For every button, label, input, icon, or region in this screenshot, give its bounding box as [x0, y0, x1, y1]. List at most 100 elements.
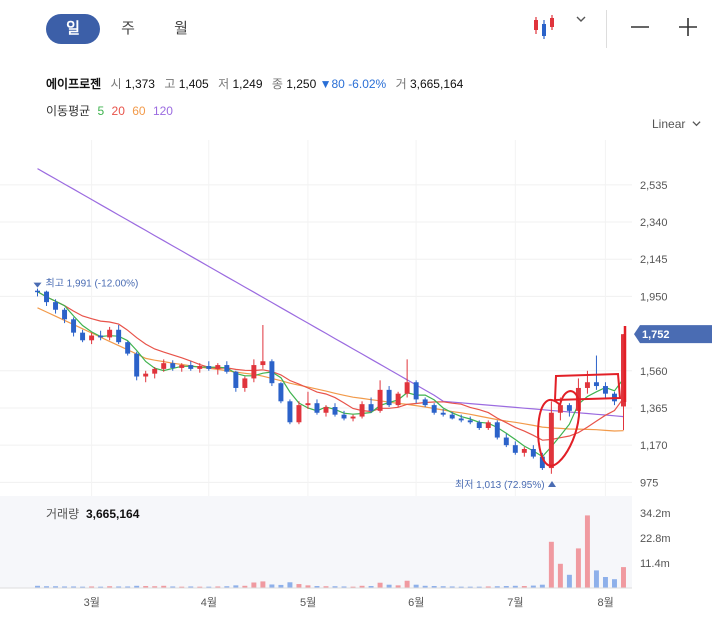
candle-body [449, 414, 455, 419]
candle-body [188, 365, 194, 369]
current-price-tag: 1,752 [634, 325, 712, 344]
volume-bar [621, 567, 626, 588]
candle-body [503, 437, 509, 446]
candlestick-icon[interactable] [531, 14, 557, 40]
candle-body [440, 412, 446, 415]
candle [404, 359, 410, 398]
y-tick-label: 1,170 [640, 440, 668, 452]
candle [368, 397, 374, 413]
candle [287, 399, 293, 425]
candle-body [98, 335, 104, 338]
volume-bar [476, 586, 482, 588]
price-tag-shape [634, 325, 712, 344]
candle-body [548, 412, 554, 469]
volume-bar [278, 584, 284, 588]
candle-body [512, 445, 518, 453]
candle [341, 410, 347, 421]
candle-body [530, 448, 536, 457]
y-tick-label: 2,145 [640, 254, 668, 266]
plus-icon[interactable] [678, 14, 698, 40]
candle [305, 391, 311, 409]
candle [296, 401, 302, 425]
high-label: 고 [164, 77, 176, 91]
candle [485, 420, 491, 430]
current-price-label: 1,752 [642, 329, 670, 341]
user-annotation [537, 326, 627, 467]
candle-body [80, 332, 86, 341]
ma20-line [37, 291, 624, 441]
scale-selector[interactable]: Linear [652, 117, 701, 131]
volume-bar [449, 586, 455, 588]
open-value: 1,373 [124, 77, 155, 91]
candle-body [368, 404, 374, 411]
close-value: 1,250 [286, 77, 317, 91]
volume-bar [179, 586, 185, 588]
candle [359, 401, 365, 419]
candle-body [602, 386, 608, 394]
high-value: 1,405 [178, 77, 209, 91]
tab-day[interactable]: 일 [46, 14, 100, 44]
volume-bar [152, 586, 158, 588]
volume-bar [611, 579, 617, 588]
x-tick-label: 7월 [507, 596, 523, 609]
volume-bar [395, 585, 401, 588]
candle [431, 403, 437, 415]
volume-bar [431, 586, 437, 588]
candle-body [386, 389, 392, 406]
candle [413, 380, 419, 404]
minus-icon[interactable] [630, 14, 650, 40]
volume-bars [35, 515, 626, 588]
chevron-down-icon[interactable] [576, 14, 586, 24]
ma120-label: 120 [152, 104, 173, 118]
volume-bar [539, 584, 545, 588]
candle [260, 325, 266, 369]
x-tick-label: 4월 [201, 596, 217, 609]
candle-body [206, 366, 212, 369]
candle-body [179, 365, 185, 368]
low-label: 저 [218, 77, 230, 91]
candle [566, 403, 572, 417]
candle [530, 445, 536, 459]
candle [602, 382, 608, 398]
candle [179, 363, 185, 372]
candle-body [62, 309, 68, 320]
ma-legend-label: 이동평균 [46, 104, 91, 118]
volume-bar [332, 586, 338, 588]
ma120-line [37, 168, 624, 418]
candle [143, 370, 149, 383]
x-tick-label: 8월 [597, 596, 613, 609]
y-tick-label: 1,365 [640, 403, 668, 415]
candle [494, 420, 500, 440]
volume-bar [134, 585, 140, 588]
candle-body [71, 319, 77, 333]
candle [152, 366, 158, 379]
candle-body [413, 382, 419, 400]
candle [71, 317, 77, 337]
candle [251, 359, 257, 383]
volume-bar [287, 582, 293, 588]
candles [35, 288, 626, 474]
candle [548, 401, 554, 474]
annotation-circle [537, 390, 581, 467]
candle-body [557, 405, 563, 413]
candle-body [287, 401, 293, 423]
candle-body [89, 335, 95, 341]
volume-bar [62, 586, 68, 588]
candle [125, 341, 131, 356]
price-axis: 2,535 2,340 2,145 1,950 1,560 1,365 1,170 975 [640, 180, 668, 490]
tab-week[interactable]: 주 [121, 20, 135, 37]
candle-body [467, 420, 473, 423]
candle [188, 361, 194, 371]
candle-body [170, 363, 176, 368]
low-marker-label: 최저 1,013 (72.95%) [455, 479, 545, 491]
divider [606, 10, 607, 48]
candle [197, 363, 203, 373]
candle-body [305, 403, 311, 406]
candle-body [476, 422, 482, 429]
candle [224, 361, 230, 374]
volume-bar [233, 585, 239, 588]
tab-month[interactable]: 월 [174, 20, 188, 37]
volume-bar [260, 581, 266, 588]
volume-bar [512, 585, 518, 588]
